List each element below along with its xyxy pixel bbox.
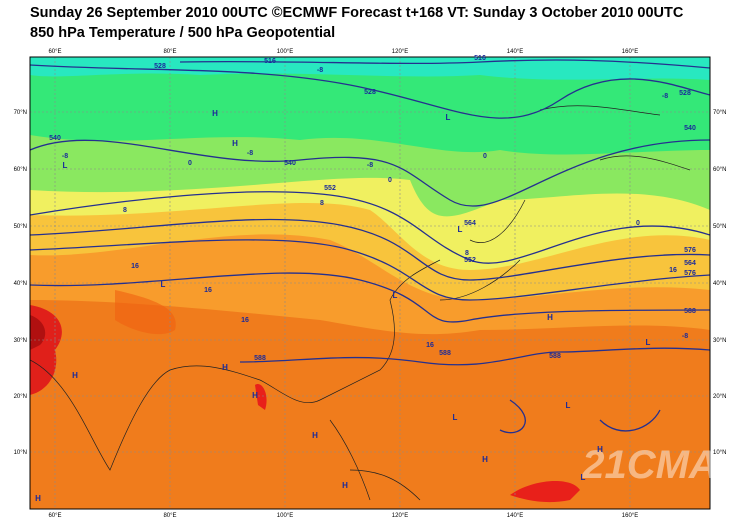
contour-label: 552 <box>324 185 336 192</box>
latitude-label: 40°N <box>713 281 726 287</box>
contour-label: 576 <box>684 270 696 277</box>
contour-label: 0 <box>188 160 192 167</box>
contour-label: -8 <box>367 162 373 169</box>
watermark: 21CMA <box>581 443 718 487</box>
pressure-marker: H <box>312 431 318 440</box>
map-frame <box>29 56 711 510</box>
pressure-marker: L <box>646 338 651 347</box>
contour-label: 8 <box>123 207 127 214</box>
pressure-marker: L <box>581 473 586 482</box>
contour-label: 516 <box>474 55 486 62</box>
longitude-label: 160°E <box>622 513 638 519</box>
contour-label: 16 <box>204 287 212 294</box>
coastlines <box>30 105 691 501</box>
pressure-marker: H <box>252 391 258 400</box>
pressure-marker: H <box>342 481 348 490</box>
hot-patch <box>510 480 580 503</box>
grid <box>30 57 710 509</box>
map-area <box>30 57 710 509</box>
pressure-marker: L <box>393 291 398 300</box>
latitude-label: 20°N <box>713 394 726 400</box>
contour-label: 552 <box>464 257 476 264</box>
contour-label: -8 <box>247 150 253 157</box>
contour-label: 16 <box>426 342 434 349</box>
title-line-1: Sunday 26 September 2010 00UTC ©ECMWF Fo… <box>30 5 684 21</box>
very-hot-patch <box>30 315 46 350</box>
pressure-marker: H <box>35 494 41 503</box>
latitude-label: 70°N <box>14 110 27 116</box>
longitude-label: 100°E <box>277 513 293 519</box>
contour-label: 588 <box>254 355 266 362</box>
pressure-marker: H <box>222 363 228 372</box>
contour-label: 0 <box>483 153 487 160</box>
pressure-marker: L <box>566 401 571 410</box>
latitude-label: 50°N <box>14 224 27 230</box>
contour-label: 564 <box>684 260 696 267</box>
green-band <box>30 57 710 155</box>
contour-label: -8 <box>662 93 668 100</box>
latitude-label: 30°N <box>713 338 726 344</box>
contour-label: 588 <box>684 308 696 315</box>
contour-label: 528 <box>679 90 691 97</box>
contour-label: 16 <box>669 267 677 274</box>
latitude-label: 10°N <box>14 450 27 456</box>
geopotential-isolines <box>30 59 710 434</box>
pressure-marker: L <box>63 161 68 170</box>
longitude-label: 60°E <box>48 49 61 55</box>
pressure-marker: L <box>453 413 458 422</box>
contour-label: 8 <box>320 200 324 207</box>
pressure-marker: L <box>161 280 166 289</box>
pressure-marker: L <box>458 225 463 234</box>
contour-label: -8 <box>62 153 68 160</box>
warm-patch <box>115 290 176 335</box>
latitude-label: 50°N <box>713 224 726 230</box>
contour-label: 540 <box>684 125 696 132</box>
latitude-label: 60°N <box>14 167 27 173</box>
longitude-label: 160°E <box>622 49 638 55</box>
contour-label: -8 <box>317 67 323 74</box>
title-line-2: 850 hPa Temperature / 500 hPa Geopotenti… <box>30 25 335 41</box>
contour-label: 528 <box>154 63 166 70</box>
contour-label: 588 <box>439 350 451 357</box>
contour-label: 576 <box>684 247 696 254</box>
contour-label: 540 <box>49 135 61 142</box>
contour-label: 528 <box>364 89 376 96</box>
latitude-label: 10°N <box>713 450 726 456</box>
pressure-marker: H <box>232 139 238 148</box>
pressure-marker: H <box>597 445 603 454</box>
longitude-label: 140°E <box>507 49 523 55</box>
longitude-label: 80°E <box>163 513 176 519</box>
pressure-marker: H <box>212 109 218 118</box>
latitude-label: 70°N <box>713 110 726 116</box>
cyan-band <box>30 57 710 80</box>
longitude-label: 120°E <box>392 513 408 519</box>
latitude-label: 20°N <box>14 394 27 400</box>
longitude-label: 120°E <box>392 49 408 55</box>
pressure-marker: H <box>72 371 78 380</box>
latitude-label: 30°N <box>14 338 27 344</box>
contour-label: 564 <box>464 220 476 227</box>
contour-label: 516 <box>264 58 276 65</box>
pressure-marker: L <box>446 113 451 122</box>
hot-patch <box>255 384 267 410</box>
contour-label: 8 <box>465 250 469 257</box>
longitude-label: 60°E <box>48 513 61 519</box>
pressure-marker: H <box>547 313 553 322</box>
contour-label: 540 <box>284 160 296 167</box>
latitude-label: 60°N <box>713 167 726 173</box>
pressure-marker: H <box>482 455 488 464</box>
contour-label: 16 <box>131 263 139 270</box>
contour-label: 0 <box>636 220 640 227</box>
contour-label: 16 <box>241 317 249 324</box>
longitude-label: 80°E <box>163 49 176 55</box>
longitude-label: 140°E <box>507 513 523 519</box>
contour-label: 0 <box>388 177 392 184</box>
longitude-label: 100°E <box>277 49 293 55</box>
latitude-label: 40°N <box>14 281 27 287</box>
contour-label: -8 <box>682 333 688 340</box>
contour-label: 588 <box>549 353 561 360</box>
